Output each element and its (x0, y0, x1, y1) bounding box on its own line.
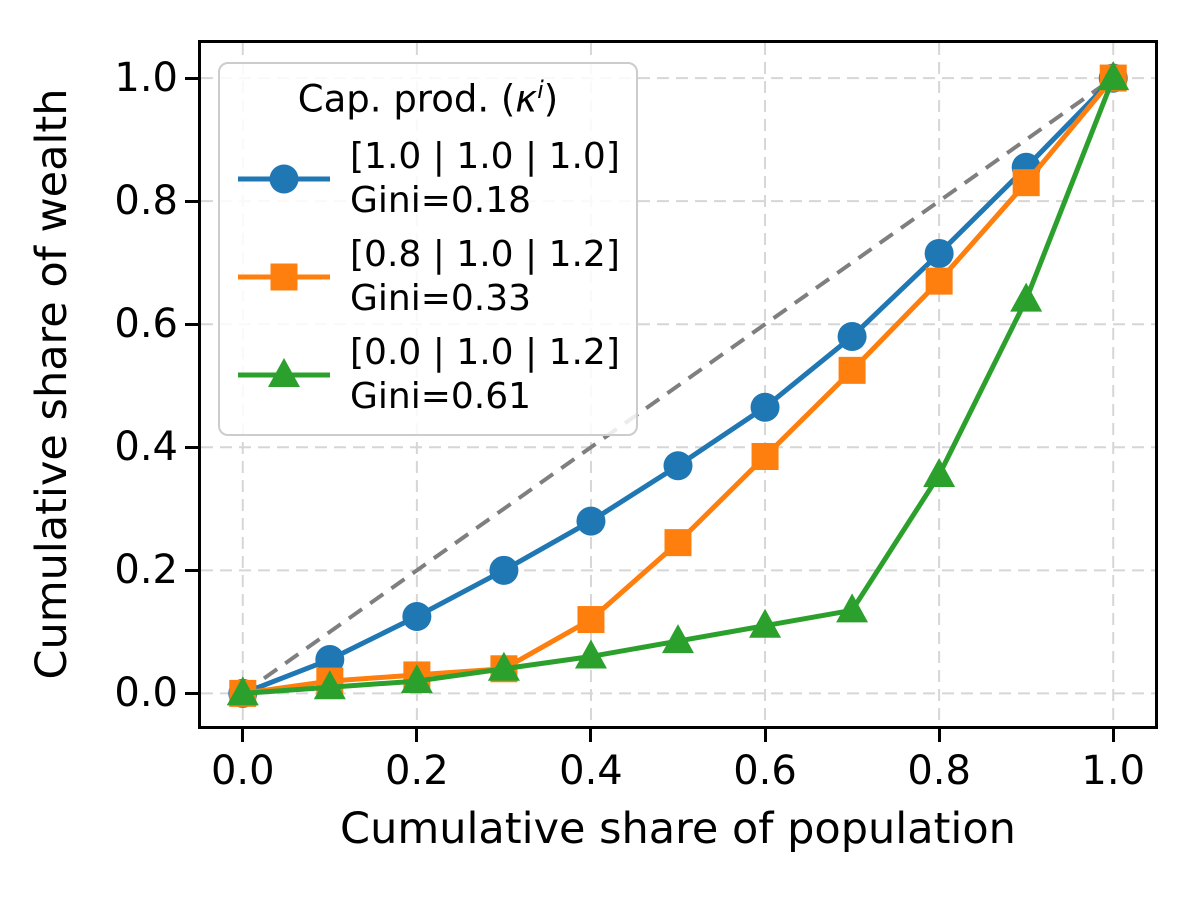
kappa-0.0-1.0-1.2-marker (1097, 61, 1130, 91)
kappa-1.0-1.0-1.0-marker (315, 645, 345, 675)
kappa-0.0-1.0-1.2-marker (487, 651, 520, 681)
kappa-1.0-1.0-1.0-marker (924, 238, 954, 268)
legend-entry-label: [0.0 | 1.0 | 1.2] (350, 332, 620, 374)
legend-entry-gini: Gini=0.61 (350, 376, 532, 418)
kappa-0.0-1.0-1.2-marker (268, 358, 300, 388)
x-tick-label: 0.6 (733, 748, 797, 794)
y-axis-tick (185, 445, 198, 449)
legend-title: Cap. prod. (κi) (220, 76, 636, 120)
kappa-0.8-1.0-1.2-marker (270, 263, 298, 291)
kappa-0.0-1.0-1.2-marker (574, 639, 607, 669)
x-axis-tick (763, 729, 767, 742)
legend-entry-label: [0.8 | 1.0 | 1.2] (350, 234, 620, 276)
x-tick-label: 0.8 (907, 748, 971, 794)
y-tick-label: 0.2 (114, 547, 178, 594)
circle-icon (238, 164, 330, 194)
x-axis-tick (241, 729, 245, 742)
legend: Cap. prod. (κi) [1.0 | 1.0 | 1.0] Gini=0.… (218, 62, 638, 437)
kappa-0.0-1.0-1.2-marker (923, 457, 956, 487)
kappa-0.0-1.0-1.2-marker (400, 664, 433, 694)
x-axis-tick (415, 729, 419, 742)
legend-entry-kappa-0.0-1.0-1.2: [0.0 | 1.0 | 1.2] Gini=0.61 (220, 326, 636, 424)
legend-entry-kappa-0.8-1.0-1.2: [0.8 | 1.0 | 1.2] Gini=0.33 (220, 228, 636, 326)
plot-canvas (201, 43, 1155, 726)
plot-area: Cap. prod. (κi) [1.0 | 1.0 | 1.0] Gini=0.… (198, 40, 1158, 729)
kappa-0.0-1.0-1.2-marker (1010, 282, 1043, 312)
kappa-1.0-1.0-1.0-marker (269, 164, 299, 194)
y-tick-label: 0.4 (114, 424, 178, 471)
legend-title-superscript: i (537, 76, 544, 104)
triangle-icon (238, 358, 330, 388)
kappa-0.0-1.0-1.2-marker (836, 593, 869, 623)
x-axis-tick (589, 729, 593, 742)
legend-entry-label: [1.0 | 1.0 | 1.0] (350, 136, 620, 178)
kappa-1.0-1.0-1.0-marker (750, 392, 780, 422)
kappa-1.0-1.0-1.0-marker (663, 451, 693, 481)
kappa-1.0-1.0-1.0-marker (402, 601, 432, 631)
y-tick-label: 0.0 (114, 670, 178, 717)
legend-entry-kappa-1.0-1.0-1.0: [1.0 | 1.0 | 1.0] Gini=0.18 (220, 130, 636, 228)
kappa-0.8-1.0-1.2-marker (925, 267, 953, 295)
legend-title-text: Cap. prod. ( (297, 77, 516, 121)
legend-entry-gini: Gini=0.18 (350, 180, 532, 222)
kappa-1.0-1.0-1.0-marker (837, 322, 867, 352)
legend-entry-text: [0.0 | 1.0 | 1.2] Gini=0.61 (350, 331, 620, 419)
y-axis-tick (185, 76, 198, 80)
kappa-0.0-1.0-1.2-marker (749, 608, 782, 638)
equality-line (241, 76, 1115, 696)
x-tick-label: 1.0 (1081, 748, 1146, 794)
y-axis-tick (185, 691, 198, 695)
y-tick-label: 1.0 (114, 55, 178, 102)
x-axis-label: Cumulative share of population (340, 804, 1016, 854)
legend-entry-text: [0.8 | 1.0 | 1.2] Gini=0.33 (350, 233, 620, 321)
x-tick-label: 0.4 (559, 748, 623, 794)
legend-title-close-paren: ) (543, 77, 559, 121)
kappa-1.0-1.0-1.0-marker (489, 555, 519, 585)
legend-entry-text: [1.0 | 1.0 | 1.0] Gini=0.18 (350, 135, 620, 223)
y-tick-label: 0.6 (114, 301, 178, 348)
y-axis-tick (185, 199, 198, 203)
legend-rows: [1.0 | 1.0 | 1.0] Gini=0.18 [0.8 | 1.0 | 1… (220, 130, 636, 424)
kappa-0.8-1.0-1.2-marker (751, 442, 779, 470)
square-icon (238, 263, 330, 291)
x-tick-label: 0.0 (210, 748, 275, 794)
y-axis-tick (185, 322, 198, 326)
x-axis-tick (937, 729, 941, 742)
y-tick-label: 0.8 (114, 178, 178, 225)
legend-entry-gini: Gini=0.33 (350, 278, 532, 320)
kappa-0.8-1.0-1.2-marker (577, 606, 605, 634)
kappa-0.0-1.0-1.2-marker (313, 670, 346, 700)
x-axis-tick (1111, 729, 1115, 742)
kappa-0.8-1.0-1.2-marker (664, 529, 692, 557)
kappa-0.8-1.0-1.2-marker (1012, 169, 1040, 197)
y-axis-tick (185, 568, 198, 572)
kappa-0.0-1.0-1.2-marker (226, 676, 259, 706)
x-tick-label: 0.2 (385, 748, 449, 794)
kappa-1.0-1.0-1.0-marker (576, 506, 606, 536)
kappa-0.8-1.0-1.2-marker (838, 356, 866, 384)
kappa-0.0-1.0-1.2-marker (662, 624, 694, 654)
legend-title-kappa: κ (515, 77, 538, 121)
